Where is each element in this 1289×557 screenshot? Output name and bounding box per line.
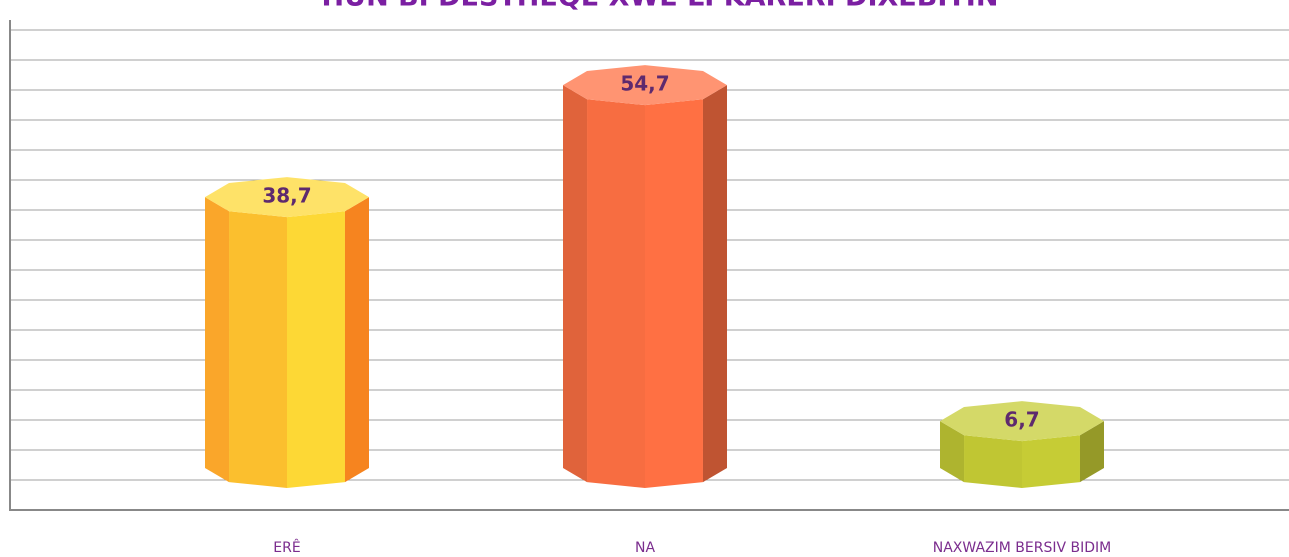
bar-face [344, 197, 369, 483]
value-label: 38,7 [262, 184, 311, 208]
chart-title: HÛN BI DESTHEQE XWE LI KARERI DIXEBITIN [322, 0, 999, 13]
bar [940, 401, 1104, 488]
bar-face [563, 85, 588, 483]
bar-face [1022, 435, 1080, 488]
bar-face [645, 99, 703, 488]
bar-face [205, 197, 230, 483]
x-tick-label: NAXWAZIM BERSIV BIDIM [933, 540, 1112, 556]
bar-face [1079, 421, 1104, 483]
bar-face [229, 211, 287, 488]
x-tick-label: ERÊ [273, 538, 300, 556]
bar-face [940, 421, 965, 483]
bar-face [287, 211, 345, 488]
bar [205, 177, 369, 488]
bar-face [587, 99, 645, 488]
bar-face [964, 435, 1022, 488]
bar-top [940, 401, 1104, 442]
value-label: 6,7 [1004, 408, 1039, 432]
bar-top [205, 177, 369, 218]
bar [563, 65, 727, 488]
bar-top [563, 65, 727, 106]
bar-face [702, 85, 727, 483]
x-tick-label: NA [635, 540, 655, 556]
value-label: 54,7 [620, 72, 669, 96]
